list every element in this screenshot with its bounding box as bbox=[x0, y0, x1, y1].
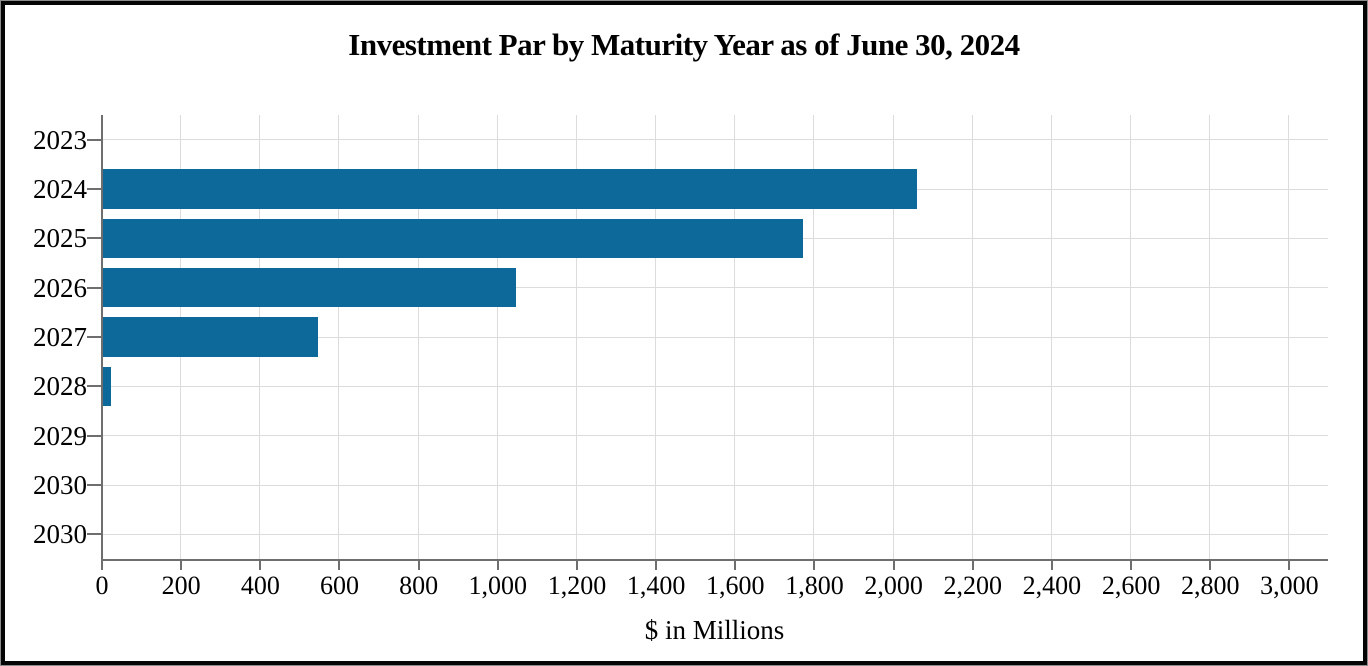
x-axis-tick bbox=[734, 561, 737, 570]
x-axis-label: $ in Millions bbox=[644, 615, 785, 645]
horizontal-gridline bbox=[103, 287, 1328, 289]
x-axis-tick bbox=[417, 561, 420, 570]
y-tick-label: 2027 bbox=[33, 322, 87, 352]
x-tick-label: 3,000 bbox=[1260, 571, 1319, 600]
y-tick-label: 2028 bbox=[33, 371, 87, 402]
horizontal-gridline bbox=[103, 435, 1328, 437]
y-axis-tick bbox=[87, 237, 101, 240]
x-axis-tick bbox=[1209, 561, 1212, 570]
x-tick-label: 1,200 bbox=[547, 571, 607, 600]
y-tick-label: 2025 bbox=[33, 223, 87, 254]
x-tick-label: 600 bbox=[319, 571, 359, 600]
x-tick-label: 2,600 bbox=[1101, 571, 1161, 600]
y-axis-tick bbox=[87, 188, 101, 190]
x-axis-tick bbox=[496, 561, 499, 570]
x-tick-label: 1,800 bbox=[785, 571, 844, 600]
horizontal-gridline bbox=[103, 385, 1328, 387]
x-axis-tick bbox=[180, 561, 183, 570]
x-axis-tick bbox=[101, 561, 103, 570]
x-tick-label: 200 bbox=[161, 571, 201, 600]
x-tick-label: 400 bbox=[240, 571, 280, 600]
x-axis-tick bbox=[575, 561, 578, 570]
plot-area bbox=[87, 115, 1328, 570]
x-axis-tick bbox=[259, 561, 262, 570]
horizontal-gridline bbox=[103, 139, 1328, 141]
x-axis-tick bbox=[338, 561, 341, 570]
y-axis-tick bbox=[87, 385, 101, 388]
y-axis-tick bbox=[87, 138, 101, 141]
y-axis-tick bbox=[87, 484, 101, 486]
x-tick-label: 1,000 bbox=[468, 571, 528, 600]
bar bbox=[103, 317, 318, 357]
x-axis-tick bbox=[655, 561, 658, 570]
y-tick-label: 2024 bbox=[33, 174, 87, 204]
bar bbox=[103, 366, 111, 407]
x-tick-label: 2,200 bbox=[943, 571, 1003, 600]
x-axis-tick bbox=[813, 561, 816, 570]
x-tick-label: 2,400 bbox=[1022, 571, 1082, 600]
y-axis-tick bbox=[87, 336, 101, 338]
y-tick-label: 2026 bbox=[33, 272, 87, 303]
bar bbox=[103, 169, 917, 209]
x-tick-label: 1,600 bbox=[706, 571, 765, 600]
horizontal-gridline bbox=[103, 533, 1328, 535]
chart-title: Investment Par by Maturity Year as of Ju… bbox=[348, 27, 1020, 62]
horizontal-gridline bbox=[103, 484, 1328, 486]
bar bbox=[103, 267, 517, 308]
x-axis-tick bbox=[1050, 561, 1053, 570]
y-tick-label: 2029 bbox=[33, 420, 87, 451]
horizontal-gridline bbox=[103, 336, 1328, 338]
x-axis-tick bbox=[892, 561, 895, 570]
x-axis-tick bbox=[1130, 561, 1133, 570]
x-axis-tick bbox=[971, 561, 974, 570]
x-tick-label: 2,000 bbox=[864, 571, 923, 600]
x-tick-label: 0 bbox=[95, 571, 109, 600]
y-axis-tick bbox=[87, 533, 101, 536]
y-axis-tick bbox=[87, 286, 101, 289]
x-tick-label: 1,400 bbox=[626, 571, 686, 600]
bar bbox=[103, 218, 803, 259]
x-axis-tick bbox=[1288, 561, 1291, 570]
x-tick-label: 800 bbox=[399, 571, 439, 600]
y-tick-label: 2030 bbox=[33, 519, 87, 550]
y-tick-label: 2030 bbox=[33, 470, 87, 500]
x-tick-label: 2,800 bbox=[1181, 571, 1240, 600]
y-tick-label: 2023 bbox=[33, 124, 87, 155]
y-axis-line bbox=[101, 115, 103, 562]
x-axis-line bbox=[101, 559, 1328, 561]
y-axis-tick bbox=[87, 434, 101, 437]
